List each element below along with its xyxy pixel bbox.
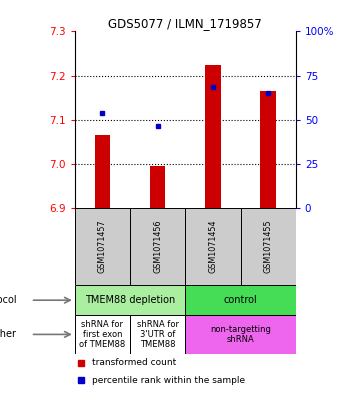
Bar	[95, 135, 110, 208]
Bar	[205, 64, 221, 208]
Text: protocol: protocol	[0, 295, 17, 305]
Text: other: other	[0, 329, 17, 340]
Bar	[75, 208, 130, 285]
Bar	[150, 166, 165, 208]
Text: GSM1071455: GSM1071455	[264, 220, 273, 274]
Text: non-targetting
shRNA: non-targetting shRNA	[210, 325, 271, 344]
Text: shRNA for
first exon
of TMEM88: shRNA for first exon of TMEM88	[79, 320, 125, 349]
Text: GSM1071456: GSM1071456	[153, 220, 162, 274]
Bar	[241, 208, 296, 285]
Bar	[75, 315, 130, 354]
Text: percentile rank within the sample: percentile rank within the sample	[92, 376, 245, 385]
Bar	[260, 91, 276, 208]
Bar	[185, 208, 241, 285]
Text: control: control	[224, 295, 257, 305]
Text: GSM1071454: GSM1071454	[208, 220, 217, 274]
Bar	[130, 315, 185, 354]
Title: GDS5077 / ILMN_1719857: GDS5077 / ILMN_1719857	[108, 17, 262, 30]
Text: shRNA for
3'UTR of
TMEM88: shRNA for 3'UTR of TMEM88	[137, 320, 179, 349]
Text: transformed count: transformed count	[92, 358, 177, 367]
Text: GSM1071457: GSM1071457	[98, 220, 107, 274]
Bar	[75, 285, 185, 315]
Bar	[130, 208, 185, 285]
Text: TMEM88 depletion: TMEM88 depletion	[85, 295, 175, 305]
Bar	[185, 315, 296, 354]
Bar	[185, 285, 296, 315]
